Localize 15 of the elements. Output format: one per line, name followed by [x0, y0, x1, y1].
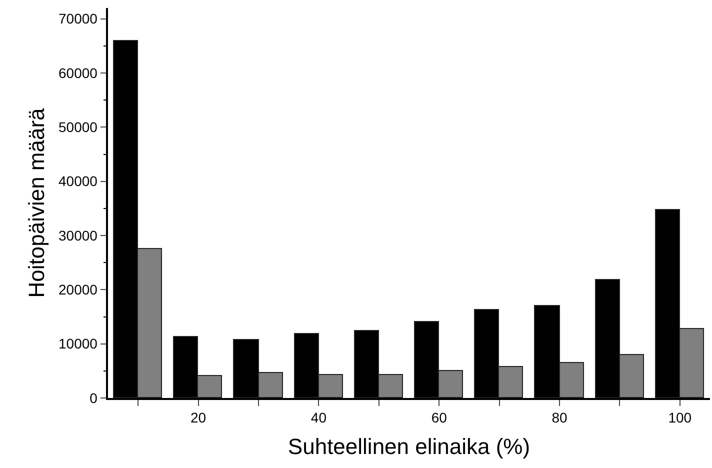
x-tick-label: 80 [552, 410, 568, 426]
y-tick-label: 40000 [58, 173, 98, 190]
y-tick-label: 30000 [58, 227, 98, 244]
y-tick-label: 20000 [58, 282, 98, 298]
y-tick-label: 50000 [58, 119, 98, 136]
x-axis-title: Suhteellinen elinaika (%) [288, 434, 530, 459]
y-tick-label: 60000 [58, 64, 98, 81]
y-tick-label: 70000 [58, 10, 98, 27]
y-tick-label: 10000 [58, 336, 98, 352]
x-tick-label: 20 [190, 410, 206, 426]
y-tick-label: 0 [90, 390, 98, 406]
x-tick-label: 60 [431, 410, 448, 426]
x-tick-label: 100 [668, 410, 692, 426]
x-tick-label: 40 [310, 410, 327, 426]
y-axis-title: Hoitopäivien määrä [24, 107, 49, 298]
